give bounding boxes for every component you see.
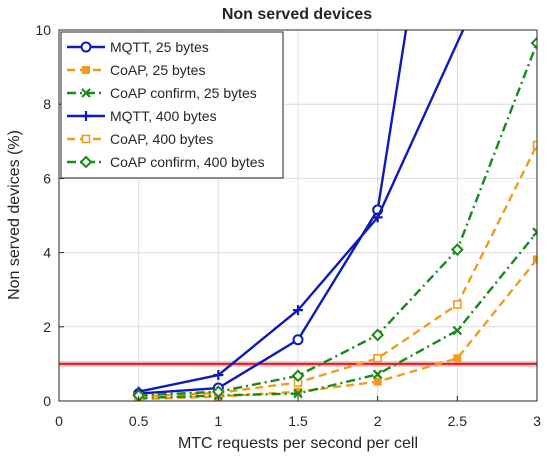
data-point	[371, 328, 385, 342]
series-line	[138, 258, 537, 401]
legend-item: CoAP, 25 bytes	[67, 62, 205, 78]
data-point	[452, 325, 463, 336]
x-tick-label: 0.5	[129, 413, 149, 429]
legend-label: CoAP confirm, 25 bytes	[110, 85, 257, 101]
legend-label: CoAP, 25 bytes	[110, 62, 205, 78]
legend-marker	[82, 66, 90, 74]
legend-item: MQTT, 400 bytes	[67, 108, 217, 124]
data-point	[293, 305, 303, 316]
data-point	[453, 300, 462, 309]
legend-item: CoAP confirm, 25 bytes	[67, 85, 257, 101]
y-tick-label: 8	[43, 96, 51, 112]
legend-label: MQTT, 400 bytes	[110, 108, 217, 124]
series-6	[132, 36, 537, 401]
legend-item: CoAP confirm, 400 bytes	[67, 154, 265, 170]
data-point	[213, 370, 224, 381]
data-point	[530, 36, 537, 50]
data-point	[533, 255, 537, 264]
x-tick-label: 1	[214, 413, 222, 429]
legend-marker	[80, 41, 92, 53]
x-tick-label: 0	[55, 413, 63, 429]
legend-label: CoAP, 400 bytes	[110, 131, 213, 147]
data-point	[291, 369, 305, 383]
series-line	[138, 42, 537, 397]
legend-item: MQTT, 25 bytes	[67, 39, 209, 55]
legend-label: MQTT, 25 bytes	[110, 39, 209, 55]
y-tick-label: 0	[43, 393, 51, 409]
data-point	[372, 369, 383, 380]
data-point	[294, 387, 302, 396]
series-line	[138, 231, 537, 400]
series-3	[133, 227, 537, 401]
legend-box	[60, 31, 284, 179]
y-tick-label: 10	[35, 22, 51, 38]
legend-item: CoAP, 400 bytes	[67, 131, 213, 147]
x-tick-label: 1.5	[288, 413, 308, 429]
x-tick-label: 3	[533, 413, 541, 429]
legend-marker	[81, 88, 91, 98]
data-point	[532, 227, 537, 237]
legend: MQTT, 25 bytes CoAP, 25 bytes CoAP confirm…	[60, 31, 284, 179]
tick-labels: 0 0.5 1 1.5 2 2.5 3 0 2 4 6 8 10	[35, 22, 541, 429]
legend-marker	[79, 155, 93, 169]
legend-marker	[81, 134, 91, 144]
legend-label: CoAP confirm, 400 bytes	[110, 154, 265, 170]
x-tick-label: 2	[374, 413, 382, 429]
y-tick-label: 4	[43, 245, 51, 261]
y-axis-label: Non served devices (%)	[6, 130, 23, 300]
x-axis-label: MTC requests per second per cell	[178, 435, 418, 452]
legend-marker	[81, 111, 91, 121]
data-point	[450, 243, 464, 257]
data-point	[373, 377, 382, 386]
data-point	[373, 354, 382, 363]
y-tick-label: 2	[43, 319, 51, 335]
x-tick-label: 2.5	[448, 413, 468, 429]
data-point	[292, 334, 304, 346]
plot-series	[59, 30, 537, 401]
data-point	[372, 212, 383, 223]
series-line	[138, 144, 537, 398]
y-tick-label: 6	[43, 170, 51, 186]
chart-title: Non served devices	[222, 6, 372, 23]
data-point	[532, 140, 537, 150]
data-point	[293, 388, 303, 399]
data-point	[453, 354, 462, 363]
